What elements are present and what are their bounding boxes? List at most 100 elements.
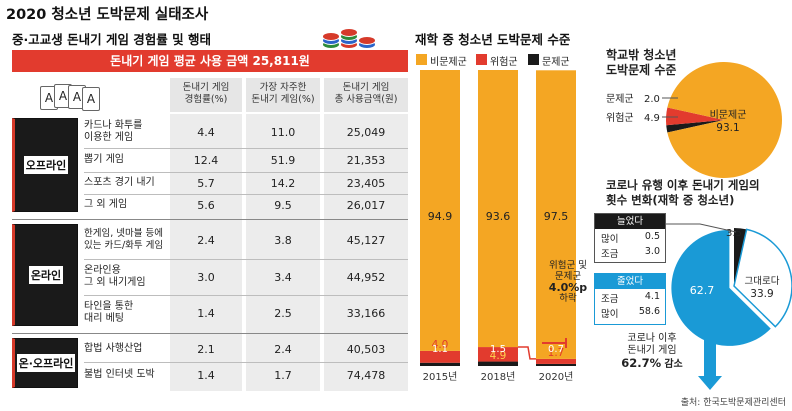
column-bg — [324, 114, 408, 391]
cell-spend: 21,353 — [346, 153, 386, 167]
pie-slice-risk — [666, 107, 724, 126]
decreased-box: 줄었다 조금 4.1 많이 58.6 — [594, 273, 666, 325]
callout-line4: 하락 — [559, 293, 577, 304]
bar-value-nonproblem: 93.6 — [486, 210, 511, 223]
cell-rate: 5.7 — [197, 176, 215, 190]
card-ace-icon: A — [82, 87, 100, 111]
cell-rate: 3.0 — [197, 270, 215, 284]
pie-value-nonproblem: 93.1 — [716, 122, 739, 134]
column-bg — [246, 114, 320, 391]
pie-slice-nonproblem — [667, 61, 782, 178]
pie-slice-decreased — [671, 229, 771, 346]
down-arrow-icon — [542, 338, 567, 348]
row-divider — [84, 259, 408, 260]
group-divider — [12, 333, 408, 334]
legend-risk-swatch — [476, 54, 487, 65]
header-most-frequent: 가장 자주한 돈내기 게임(%) — [246, 78, 320, 112]
pie-value-increased: 3.5 — [726, 228, 742, 239]
cell-spend: 25,049 — [346, 125, 386, 139]
row-label: 카드나 화투를 이용한 게임 — [84, 120, 143, 143]
bar-value-risk: 4.0 — [432, 339, 449, 351]
bar-segment-nonproblem — [478, 70, 518, 348]
average-spend-banner: 돈내기 게임 평균 사용 금액 25,811원 — [12, 50, 408, 72]
legend-risk: 위험군 — [490, 57, 518, 68]
leader-line — [666, 223, 737, 233]
pie-slice-same — [733, 228, 792, 328]
bar-segment-risk — [536, 358, 576, 364]
bar-value-nonproblem: 97.5 — [544, 210, 569, 223]
bar-segment-problem — [536, 363, 576, 366]
row-label: 한게임, 넷마블 등에 있는 카드/화투 게임 — [84, 228, 164, 251]
x-tick-label: 2015년 — [423, 371, 458, 383]
row-divider — [84, 194, 408, 195]
cell-frequent: 3.4 — [274, 270, 292, 284]
row-label: 스포츠 경기 내기 — [84, 177, 155, 188]
cell-rate: 2.1 — [197, 342, 215, 356]
cell-frequent: 9.5 — [274, 198, 292, 212]
legend-nonproblem: 비문제군 — [430, 57, 467, 68]
row-divider — [84, 295, 408, 296]
x-tick-label: 2020년 — [539, 371, 574, 383]
right-bottom-title: 코로나 유행 이후 돈내기 게임의 횟수 변화(재학 중 청소년) — [606, 178, 760, 207]
cell-spend: 45,127 — [346, 233, 386, 247]
pie-label-same: 그대로다 — [745, 276, 780, 287]
bar-segment-problem — [420, 362, 460, 366]
cell-frequent: 2.5 — [274, 306, 292, 320]
group-offline: 오프라인 — [12, 118, 78, 212]
cell-frequent: 1.7 — [274, 368, 292, 382]
conclusion-word: 감소 — [664, 359, 683, 370]
pie-label-nonproblem: 비문제군 — [710, 109, 747, 121]
bar-value-problem: 1.1 — [432, 344, 448, 355]
increased-title: 늘었다 — [595, 214, 665, 229]
cell-spend: 74,478 — [346, 368, 386, 382]
row-divider — [84, 362, 408, 363]
bar-value-nonproblem: 94.9 — [428, 210, 453, 223]
group-on-offline: 온·오프라인 — [12, 338, 78, 388]
bar-segment-risk — [420, 350, 460, 363]
inc-row-value: 3.0 — [644, 246, 660, 257]
trend-connector — [518, 346, 536, 360]
conclusion-line2: 돈내기 게임 — [627, 345, 677, 356]
left-section-title: 중·고교생 돈내기 게임 경험률 및 행태 — [12, 32, 212, 47]
bar-segment-nonproblem — [420, 70, 460, 351]
dec-row-value: 58.6 — [638, 306, 660, 317]
row-label: 뽑기 게임 — [84, 154, 124, 165]
bar-value-problem: 0.7 — [548, 344, 564, 355]
right-top-title: 학교밖 청소년 도박문제 수준 — [606, 48, 677, 77]
decreased-title: 줄었다 — [595, 274, 665, 289]
row-label: 온라인용 그 외 내기게임 — [84, 265, 146, 288]
legend-problem: 문제군 — [542, 57, 570, 68]
legend-nonproblem-swatch — [416, 54, 427, 65]
bar-segment-risk — [478, 347, 518, 362]
legend-problem-swatch — [528, 54, 539, 65]
pie-value-problem: 2.0 — [644, 94, 660, 105]
covid-conclusion: 코로나 이후 돈내기 게임 62.7% 감소 — [616, 333, 688, 371]
row-divider — [84, 148, 408, 149]
decline-callout: 위험군 및 문제군 4.0%p 하락 — [542, 260, 594, 304]
cell-rate: 4.4 — [197, 125, 215, 139]
cell-rate: 1.4 — [197, 368, 215, 382]
row-label: 불법 인터넷 도박 — [84, 369, 155, 380]
cell-rate: 5.6 — [197, 198, 215, 212]
cell-spend: 40,503 — [346, 342, 386, 356]
bar-value-problem: 1.5 — [490, 344, 506, 355]
cell-frequent: 3.8 — [274, 233, 292, 247]
inc-row-value: 0.5 — [644, 231, 660, 242]
inc-row-label: 많이 — [601, 234, 619, 245]
cell-spend: 23,405 — [346, 176, 386, 190]
conclusion-line1: 코로나 이후 — [627, 333, 677, 344]
callout-value: 4.0%p — [548, 281, 588, 294]
inc-row-label: 조금 — [601, 249, 619, 260]
cell-rate: 2.4 — [197, 233, 215, 247]
middle-section-title: 재학 중 청소년 도박문제 수준 — [415, 32, 571, 47]
bar-segment-nonproblem — [536, 70, 576, 359]
cell-frequent: 2.4 — [274, 342, 292, 356]
header-experience-rate: 돈내기 게임 경험률(%) — [170, 78, 242, 112]
pie-label-risk: 위험군 — [606, 111, 634, 124]
dec-row-label: 많이 — [601, 309, 619, 320]
row-label: 합법 사행산업 — [84, 343, 143, 354]
cell-frequent: 14.2 — [270, 176, 296, 190]
cell-rate: 1.4 — [197, 306, 215, 320]
pie-label-problem: 문제군 — [606, 93, 634, 105]
